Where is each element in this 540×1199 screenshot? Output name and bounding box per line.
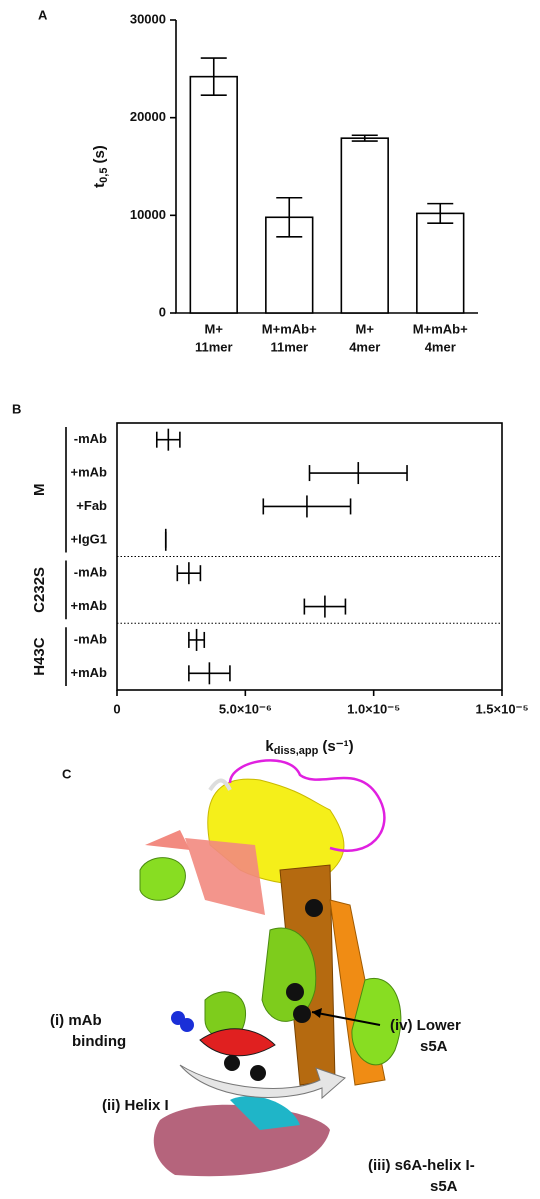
error-bar xyxy=(276,196,303,238)
x-tick-label: M+ xyxy=(356,321,375,336)
y-label-subscript: 0,5 xyxy=(98,168,110,183)
y-tick-label: +mAb xyxy=(71,465,108,480)
y-label-unit: (s) xyxy=(91,145,108,163)
x-tick-label: M+mAb+ xyxy=(413,321,468,336)
x-label-unit: (s⁻¹) xyxy=(322,738,353,755)
y-tick-label: +Fab xyxy=(76,498,107,513)
bar xyxy=(416,212,465,314)
y-tick-label: -mAb xyxy=(74,431,107,446)
y-tick-label: 20000 xyxy=(130,109,166,124)
group-label: C232S xyxy=(31,567,48,613)
green-helix xyxy=(139,857,186,901)
x-tick-label: 5.0×10⁻⁶ xyxy=(219,701,272,716)
y-tick-label: -mAb xyxy=(74,565,107,580)
x-tick-label: M+ xyxy=(205,321,224,336)
x-label-subscript: diss,app xyxy=(274,745,319,757)
x-label-symbol: k xyxy=(265,738,274,755)
loop xyxy=(208,778,232,792)
annotation: binding xyxy=(72,1033,126,1050)
blue-sphere xyxy=(180,1018,194,1032)
error-bar xyxy=(427,202,454,224)
annotation: (iii) s6A-helix I- xyxy=(368,1157,475,1174)
annotation: (ii) Helix I xyxy=(102,1097,169,1114)
red-helix xyxy=(199,1028,276,1057)
group-label: H43C xyxy=(31,637,48,676)
annotation: (iv) Lower xyxy=(390,1017,461,1034)
cavity-surface xyxy=(153,1104,330,1177)
annotation: s5A xyxy=(420,1038,448,1055)
y-tick-label: 10000 xyxy=(130,207,166,222)
green-helix xyxy=(261,927,317,1022)
y-tick-label: +mAb xyxy=(71,598,108,613)
x-axis-label: kdiss,app (s⁻¹) xyxy=(265,738,353,757)
x-tick-label: 4mer xyxy=(425,339,456,354)
annotation-arrow xyxy=(311,1011,381,1026)
panel-label: C xyxy=(62,766,72,781)
black-sphere xyxy=(293,1005,311,1023)
magenta-loop xyxy=(228,759,386,852)
bar xyxy=(189,75,238,314)
cyan-region xyxy=(230,1096,300,1130)
error-bar xyxy=(200,57,227,97)
x-tick-label: 4mer xyxy=(349,339,380,354)
annotation: s5A xyxy=(430,1178,458,1195)
group-label: M xyxy=(31,484,48,497)
x-tick-label: 0 xyxy=(113,701,120,716)
arrow-head xyxy=(312,1008,322,1018)
black-sphere xyxy=(224,1055,240,1071)
black-sphere xyxy=(286,983,304,1001)
x-tick-label: 11mer xyxy=(270,339,308,354)
x-tick-label: 1.5×10⁻⁵ xyxy=(475,701,528,716)
x-tick-label: M+mAb+ xyxy=(262,321,317,336)
y-label-symbol: t xyxy=(91,183,108,188)
y-tick-label: +mAb xyxy=(71,665,108,680)
x-tick-label: 11mer xyxy=(195,339,233,354)
green-helix xyxy=(351,977,402,1066)
black-sphere xyxy=(305,899,323,917)
bar xyxy=(340,137,389,314)
salmon-strands xyxy=(185,838,265,915)
y-tick-label: 30000 xyxy=(130,11,166,26)
structure-image xyxy=(139,759,402,1177)
y-tick-label: 0 xyxy=(159,304,166,319)
panel-label: A xyxy=(38,7,48,22)
salmon-arrow xyxy=(145,830,190,850)
gray-arrow xyxy=(179,1064,346,1100)
y-tick-label: +IgG1 xyxy=(71,531,108,546)
x-tick-label: 1.0×10⁻⁵ xyxy=(347,701,400,716)
black-sphere xyxy=(250,1065,266,1081)
green-helix xyxy=(204,991,246,1040)
annotation: (i) mAb xyxy=(50,1012,102,1029)
panel-label: B xyxy=(12,401,21,416)
y-axis-label: t0,5 (s) xyxy=(91,145,110,188)
error-bar xyxy=(351,134,378,142)
y-tick-label: -mAb xyxy=(74,631,107,646)
